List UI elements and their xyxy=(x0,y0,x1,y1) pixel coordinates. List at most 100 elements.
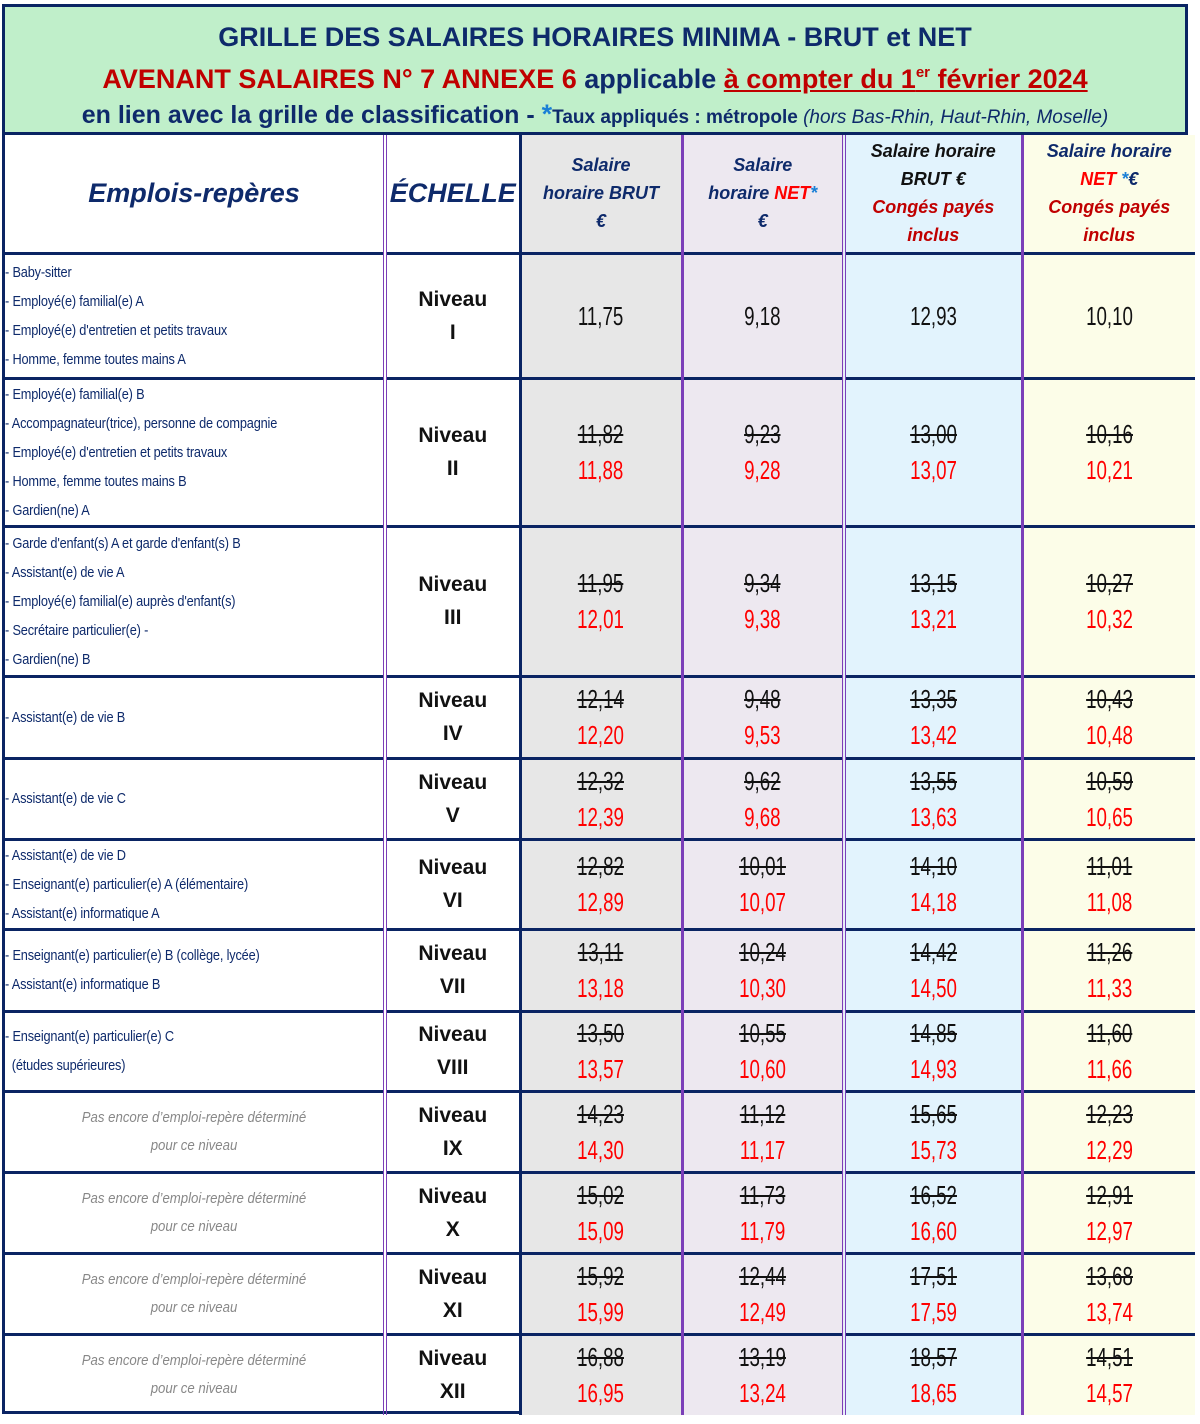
no-job-placeholder: Pas encore d’emploi-repère déterminé xyxy=(81,1108,307,1126)
old-value-struck: 14,23 xyxy=(577,1098,625,1129)
regions-excluded-text: (hors Bas-Rhin, Haut-Rhin, Moselle) xyxy=(803,107,1109,128)
old-value-struck: 15,92 xyxy=(577,1260,625,1291)
new-value: 12,39 xyxy=(577,801,625,832)
header-brut-l3: € xyxy=(595,211,606,232)
brut-cell: 15,02 15,09 xyxy=(520,1170,684,1253)
title-banner: GRILLE DES SALAIRES HORAIRES MINIMA - BR… xyxy=(5,7,1185,135)
asterisk-marker: * xyxy=(541,99,553,129)
brut-cp-cell: 13,55 13,63 xyxy=(844,756,1024,839)
new-value: 14,50 xyxy=(909,973,957,1003)
header-net-l1: Salaire xyxy=(733,155,793,176)
brut-cp-cell: 17,51 17,59 xyxy=(844,1251,1024,1334)
level-label: Niveau xyxy=(418,1184,488,1208)
table-row: - Assistant(e) de vie B Niveau IV 12,14 12,2… xyxy=(5,674,1195,758)
emplois-cell: Pas encore d’emploi-repère déterminé pour… xyxy=(5,1170,387,1253)
classification-note: en lien avec la grille de classification… xyxy=(5,99,1185,133)
level-roman: X xyxy=(445,1217,460,1241)
echelle-cell: Niveau X xyxy=(385,1170,522,1253)
emplois-list: - Enseignant(e) particulier(e) C (études… xyxy=(5,1022,383,1080)
brut-cp-cell: 14,42 14,50 xyxy=(844,927,1024,1011)
brut-cp-cell: 13,00 13,07 xyxy=(844,376,1024,526)
old-value-struck: 14,10 xyxy=(909,851,957,881)
emplois-cell: Pas encore d’emploi-repère déterminé pour… xyxy=(5,1089,387,1172)
list-item: - Assistant(e) informatique B xyxy=(5,976,161,993)
net-cp-cell: 12,91 12,97 xyxy=(1022,1170,1195,1253)
table-row: - Garde d'enfant(s) A et garde d'enfant(… xyxy=(5,524,1195,676)
new-value: 13,07 xyxy=(909,455,957,485)
echelle-cell: Niveau XI xyxy=(385,1251,522,1334)
level-label: Niveau xyxy=(418,424,488,447)
header-emplois: Emplois-repères xyxy=(5,135,387,253)
new-value: 17,59 xyxy=(909,1296,957,1327)
old-value-struck: 12,82 xyxy=(577,851,625,881)
table-row: Pas encore d’emploi-repère déterminé pour… xyxy=(5,1251,1195,1334)
table-row: Pas encore d’emploi-repère déterminé pour… xyxy=(5,1332,1195,1415)
brut-cp-cell: 15,65 15,73 xyxy=(844,1089,1024,1172)
table-row: - Employé(e) familial(e) B - Accompagnate… xyxy=(5,376,1195,526)
old-value-struck: 10,01 xyxy=(739,851,787,881)
brut-cell: 12,82 12,89 xyxy=(520,837,684,929)
new-value: 13,57 xyxy=(577,1054,625,1084)
brut-cell: 12,14 12,20 xyxy=(520,674,684,758)
level-roman: IX xyxy=(442,1136,463,1160)
header-brutcp-l2: BRUT € xyxy=(900,169,966,190)
level-roman: VIII xyxy=(436,1056,469,1079)
header-net-net: NET xyxy=(774,183,811,204)
net-cp-cell: 11,26 11,33 xyxy=(1022,927,1195,1011)
brut-cp-cell: 18,57 18,65 xyxy=(844,1332,1024,1415)
new-value: 15,73 xyxy=(909,1134,957,1165)
level-label: Niveau xyxy=(418,1103,488,1127)
old-value-struck: 14,42 xyxy=(909,937,957,967)
old-value-struck: 13,11 xyxy=(578,937,624,967)
current-value: 10,10 xyxy=(1085,300,1133,331)
header-echelle: ÉCHELLE xyxy=(385,135,522,253)
emplois-cell: - Assistant(e) de vie B xyxy=(5,674,387,758)
emplois-list: - Assistant(e) de vie C xyxy=(5,784,383,813)
no-job-placeholder: pour ce niveau xyxy=(150,1380,238,1398)
header-brutcp-l3: Congés payés xyxy=(872,197,995,218)
list-item: - Baby-sitter xyxy=(5,263,72,281)
table-row: Pas encore d’emploi-repère déterminé pour… xyxy=(5,1089,1195,1172)
net-cp-cell: 10,27 10,32 xyxy=(1022,524,1195,676)
net-cell: 9,48 9,53 xyxy=(682,674,846,758)
new-value: 10,60 xyxy=(739,1054,787,1084)
net-cp-cell: 12,23 12,29 xyxy=(1022,1089,1195,1172)
old-value-struck: 10,43 xyxy=(1085,684,1133,714)
net-cell: 10,55 10,60 xyxy=(682,1009,846,1091)
old-value-struck: 11,26 xyxy=(1086,937,1132,967)
list-item: - Enseignant(e) particulier(e) B (collèg… xyxy=(5,947,260,964)
header-net-l2: horaire NET* xyxy=(684,179,843,207)
level-roman: V xyxy=(445,803,460,827)
old-value-struck: 14,51 xyxy=(1085,1342,1133,1373)
old-value-struck: 18,57 xyxy=(909,1342,957,1373)
level-roman: XII xyxy=(439,1380,466,1404)
list-item: - Employé(e) d'entretien et petits trava… xyxy=(5,443,228,461)
emplois-cell: - Enseignant(e) particulier(e) B (collèg… xyxy=(5,927,387,1011)
new-value: 12,01 xyxy=(577,604,625,634)
level-label: Niveau xyxy=(418,856,488,879)
level-roman: VII xyxy=(439,975,466,998)
level-roman: III xyxy=(443,606,462,629)
table-row: - Baby-sitter - Employé(e) familial(e) A -… xyxy=(5,251,1195,378)
echelle-cell: Niveau II xyxy=(385,376,522,526)
header-brut-l2: horaire BRUT xyxy=(542,183,659,204)
header-netcp-l2: NET *€ xyxy=(1024,165,1196,193)
old-value-struck: 17,51 xyxy=(909,1260,957,1291)
no-job-placeholder: pour ce niveau xyxy=(150,1136,238,1154)
list-item: (études supérieures) xyxy=(5,1057,126,1074)
table-row: Pas encore d’emploi-repère déterminé pour… xyxy=(5,1170,1195,1253)
net-cell: 9,34 9,38 xyxy=(682,524,846,676)
header-brut: Salaire horaire BRUT € xyxy=(520,135,684,253)
emplois-cell: Pas encore d’emploi-repère déterminé pour… xyxy=(5,1332,387,1415)
old-value-struck: 14,85 xyxy=(909,1018,957,1048)
new-value: 9,38 xyxy=(744,604,781,634)
brut-cp-cell: 16,52 16,60 xyxy=(844,1170,1024,1253)
list-item: - Enseignant(e) particulier(e) C xyxy=(5,1028,174,1045)
net-cp-cell: 11,01 11,08 xyxy=(1022,837,1195,929)
effective-date-sup: er xyxy=(915,64,931,81)
salary-grid-document: GRILLE DES SALAIRES HORAIRES MINIMA - BR… xyxy=(2,4,1195,1415)
old-value-struck: 13,35 xyxy=(909,684,957,714)
brut-cp-cell: 14,85 14,93 xyxy=(844,1009,1024,1091)
old-value-struck: 12,91 xyxy=(1085,1179,1133,1210)
new-value: 9,68 xyxy=(744,801,781,832)
